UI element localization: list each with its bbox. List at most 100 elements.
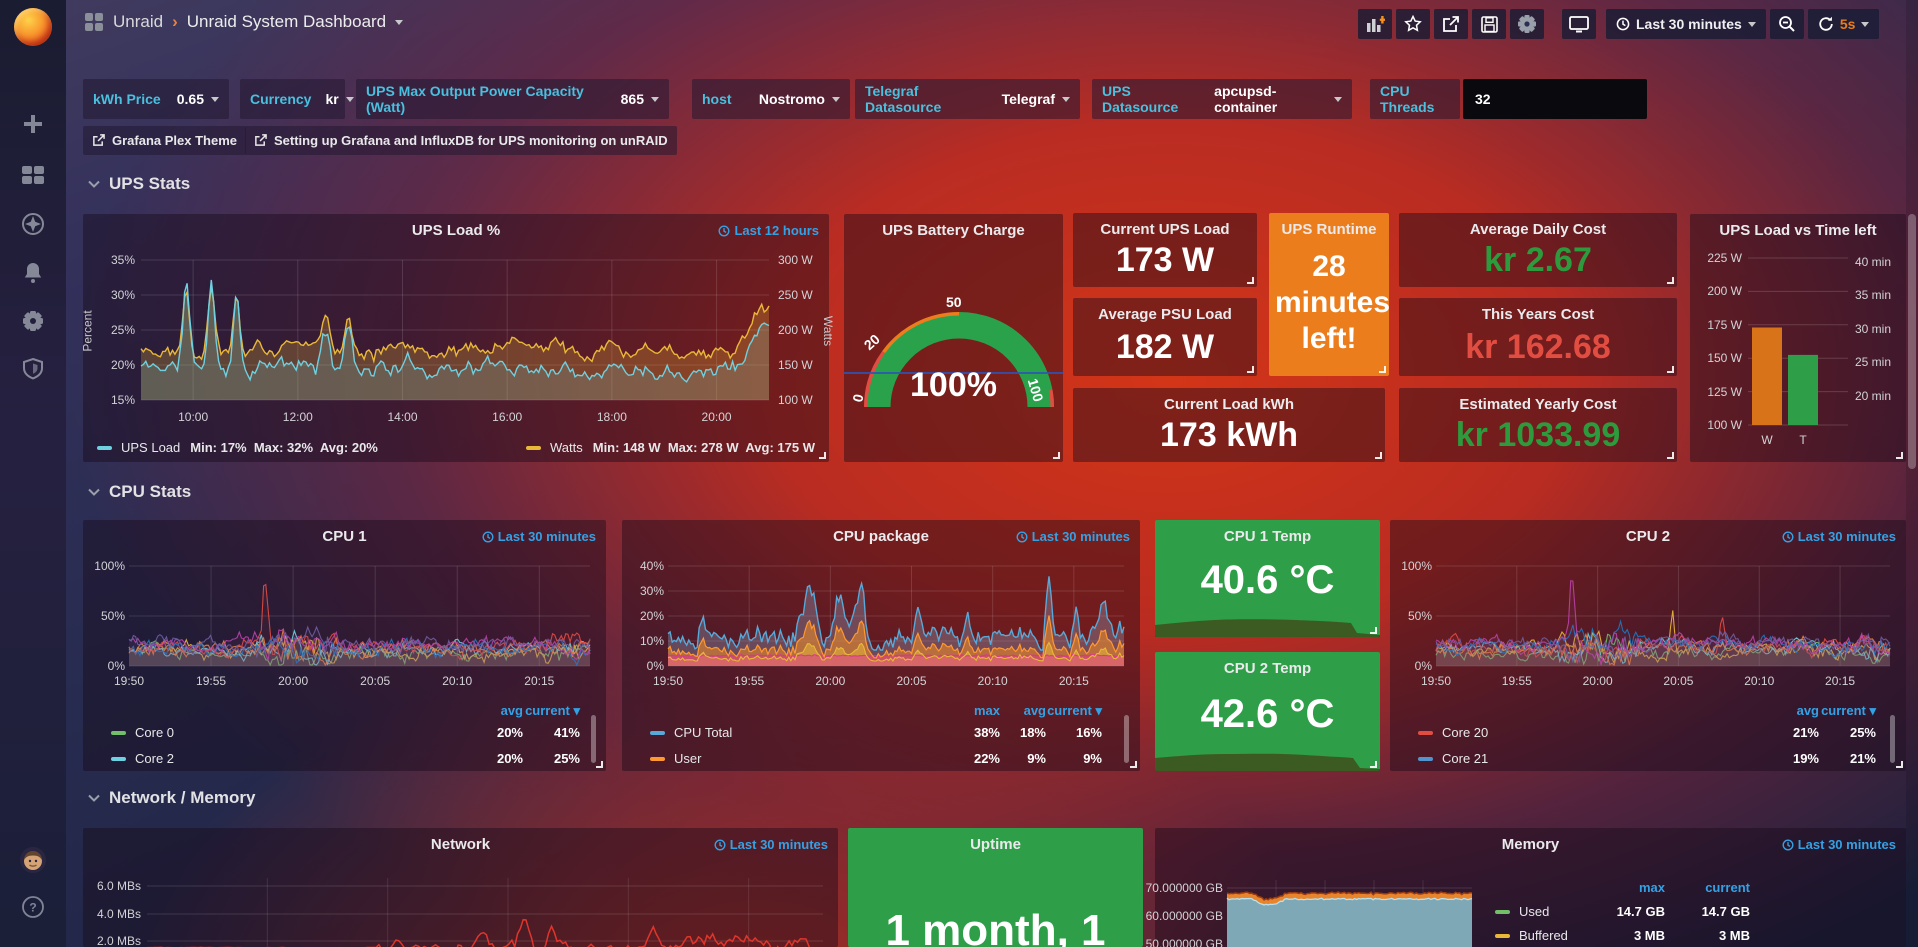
legend-column-header[interactable]: max: [973, 703, 1000, 718]
stat-title[interactable]: Average PSU Load: [1098, 306, 1232, 323]
legend-column-header[interactable]: current ▾: [525, 703, 580, 718]
dashboard-link[interactable]: Setting up Grafana and InfluxDB for UPS …: [245, 126, 677, 155]
cpu2-chart[interactable]: [1390, 520, 1906, 771]
legend-series[interactable]: Core 20: [1418, 725, 1488, 740]
zoom-out-button[interactable]: [1769, 9, 1804, 39]
refresh-button[interactable]: 5s: [1807, 9, 1880, 39]
variable-input-cpu-threads[interactable]: [1463, 79, 1647, 119]
legend-column-header[interactable]: current ▾: [1047, 703, 1102, 718]
legend-series[interactable]: Core 21: [1418, 751, 1488, 766]
legend-column-header[interactable]: avg: [500, 703, 523, 718]
settings-button[interactable]: [1510, 9, 1544, 39]
legend-series[interactable]: Core 2: [111, 751, 174, 766]
legend-column-header[interactable]: avg: [1796, 703, 1819, 718]
legend-series[interactable]: CPU Total: [650, 725, 732, 740]
variable-ups-datasource[interactable]: UPS Datasource apcupsd-container: [1092, 79, 1352, 119]
legend-series[interactable]: User: [650, 751, 701, 766]
row-header-ups-stats[interactable]: UPS Stats: [88, 174, 190, 194]
avatar[interactable]: [19, 846, 47, 874]
dashboards-icon[interactable]: [21, 165, 45, 185]
panel-resize-handle[interactable]: [1667, 366, 1674, 373]
panel-resize-handle[interactable]: [1370, 761, 1377, 768]
configuration-icon[interactable]: [21, 309, 45, 333]
share-button[interactable]: [1434, 9, 1468, 39]
ups-load-time-bar-chart[interactable]: [1690, 214, 1906, 462]
panel-title[interactable]: CPU package: [833, 528, 929, 545]
stat-title[interactable]: Estimated Yearly Cost: [1459, 396, 1617, 413]
panel-resize-handle[interactable]: [1370, 627, 1377, 634]
legend-series[interactable]: Used: [1495, 904, 1549, 919]
panel-resize-handle[interactable]: [596, 761, 603, 768]
panel-resize-handle[interactable]: [1667, 277, 1674, 284]
panel-title[interactable]: CPU 2: [1625, 528, 1671, 545]
grafana-logo[interactable]: [14, 8, 52, 46]
panel-title[interactable]: CPU 1: [322, 528, 367, 545]
ups-load-chart[interactable]: [83, 214, 829, 462]
row-header-cpu-stats[interactable]: CPU Stats: [88, 482, 191, 502]
alerting-icon[interactable]: [21, 261, 45, 285]
legend-column-header[interactable]: current: [1705, 880, 1750, 895]
save-button[interactable]: [1472, 9, 1506, 39]
variable-telegraf-datasource[interactable]: Telegraf Datasource Telegraf: [855, 79, 1080, 119]
panel-time-range[interactable]: Last 30 minutes: [1782, 529, 1896, 544]
panel-title[interactable]: UPS Load vs Time left: [1719, 222, 1877, 239]
network-chart[interactable]: [83, 828, 838, 947]
panel-title[interactable]: Network: [430, 836, 491, 853]
time-range-picker[interactable]: Last 30 minutes: [1606, 9, 1766, 39]
legend-column-header[interactable]: max: [1638, 880, 1665, 895]
panel-resize-handle[interactable]: [1379, 366, 1386, 373]
panel-title[interactable]: Memory: [1501, 836, 1560, 853]
variable-cpu-threads[interactable]: CPU Threads: [1370, 79, 1460, 119]
cpu1-chart[interactable]: [83, 520, 606, 771]
panel-time-range[interactable]: Last 30 minutes: [1782, 837, 1896, 852]
panel-time-range[interactable]: Last 12 hours: [718, 223, 819, 238]
variable-ups-max-output-power-capacity-watt-[interactable]: UPS Max Output Power Capacity (Watt) 865: [356, 79, 669, 119]
variable-currency[interactable]: Currency kr: [240, 79, 354, 119]
stat-title[interactable]: UPS Runtime: [1281, 221, 1377, 238]
legend-scrollbar[interactable]: [1890, 715, 1895, 763]
panel-time-range[interactable]: Last 30 minutes: [1016, 529, 1130, 544]
add-panel-button[interactable]: [1358, 9, 1392, 39]
panel-time-range[interactable]: Last 30 minutes: [714, 837, 828, 852]
star-button[interactable]: [1396, 9, 1430, 39]
legend-series[interactable]: UPS Load Min: 17% Max: 32% Avg: 20%: [97, 440, 378, 455]
apps-grid-icon[interactable]: [84, 12, 104, 32]
panel-resize-handle[interactable]: [1667, 452, 1674, 459]
panel-resize-handle[interactable]: [1896, 452, 1903, 459]
panel-resize-handle[interactable]: [819, 452, 826, 459]
explore-icon[interactable]: [21, 212, 45, 236]
server-admin-icon[interactable]: [21, 357, 45, 381]
panel-resize-handle[interactable]: [1247, 277, 1254, 284]
stat-title[interactable]: CPU 2 Temp: [1223, 660, 1312, 677]
stat-title[interactable]: Average Daily Cost: [1469, 221, 1607, 238]
panel-resize-handle[interactable]: [1375, 452, 1382, 459]
variable-kwh-price[interactable]: kWh Price 0.65: [83, 79, 229, 119]
legend-column-header[interactable]: avg: [1023, 703, 1046, 718]
memory-chart[interactable]: [1155, 828, 1906, 947]
stat-title[interactable]: This Years Cost: [1481, 306, 1595, 323]
breadcrumb-page-title[interactable]: Unraid System Dashboard: [186, 12, 387, 31]
breadcrumb-app[interactable]: Unraid: [113, 12, 164, 31]
panel-title[interactable]: UPS Battery Charge: [882, 222, 1025, 239]
panel-resize-handle[interactable]: [1896, 761, 1903, 768]
legend-series[interactable]: Core 0: [111, 725, 174, 740]
panel-resize-handle[interactable]: [1247, 366, 1254, 373]
stat-title[interactable]: CPU 1 Temp: [1223, 528, 1312, 545]
dashboard-link[interactable]: Grafana Plex Theme: [83, 126, 246, 155]
legend-series[interactable]: Watts Min: 148 W Max: 278 W Avg: 175 W: [525, 440, 815, 455]
help-icon[interactable]: ?: [21, 895, 45, 919]
stat-title[interactable]: Current Load kWh: [1164, 396, 1294, 413]
create-icon[interactable]: [22, 113, 44, 135]
panel-resize-handle[interactable]: [1053, 452, 1060, 459]
row-header-network-memory[interactable]: Network / Memory: [88, 788, 255, 808]
variable-host[interactable]: host Nostromo: [692, 79, 850, 119]
cycle-view-button[interactable]: [1562, 9, 1596, 39]
panel-title[interactable]: UPS Load %: [411, 222, 501, 239]
stat-title[interactable]: Current UPS Load: [1100, 221, 1230, 238]
legend-scrollbar[interactable]: [591, 715, 596, 763]
panel-resize-handle[interactable]: [1130, 761, 1137, 768]
stat-title[interactable]: Uptime: [970, 836, 1021, 853]
cpu-package-chart[interactable]: [622, 520, 1140, 771]
legend-column-header[interactable]: current ▾: [1821, 703, 1876, 718]
legend-series[interactable]: Buffered: [1495, 928, 1568, 943]
